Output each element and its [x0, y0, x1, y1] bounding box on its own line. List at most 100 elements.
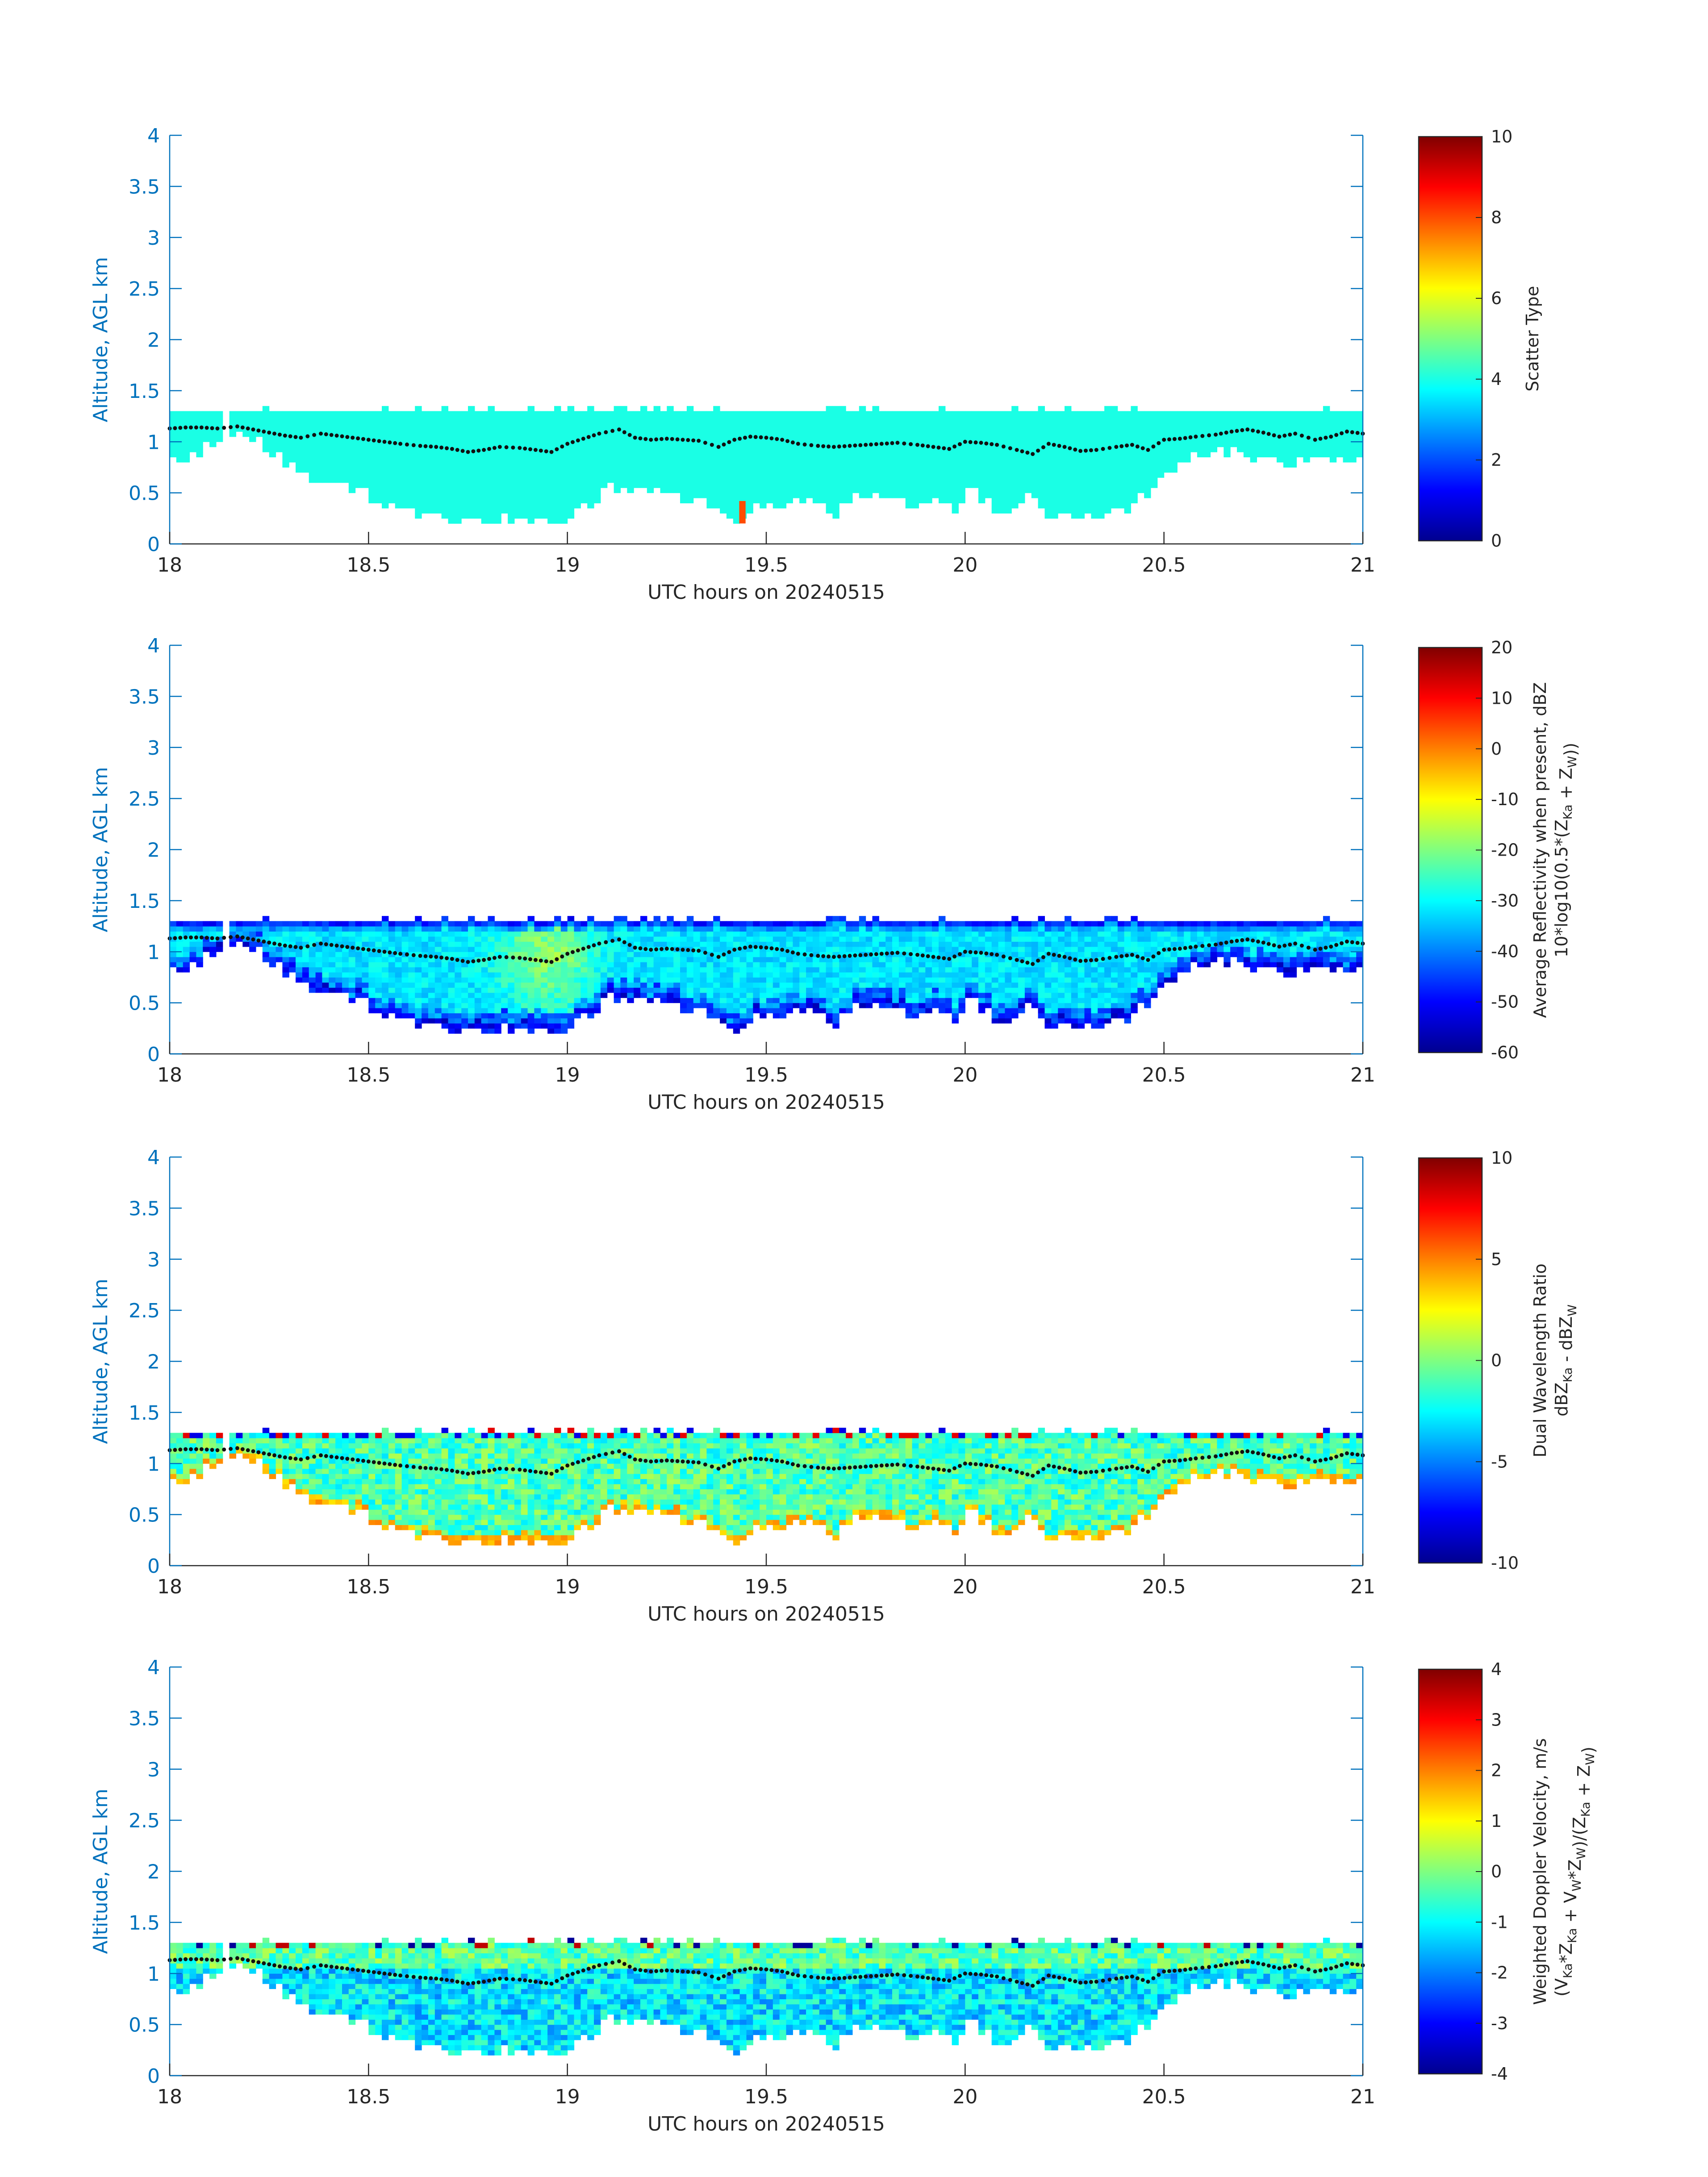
- heatmap-cell: [686, 982, 694, 988]
- heatmap-cell: [580, 462, 588, 468]
- heatmap-cell: [846, 1003, 853, 1008]
- heatmap-cell: [1018, 467, 1025, 473]
- heatmap-cell: [1197, 416, 1204, 422]
- heatmap-cell: [1051, 477, 1058, 483]
- heatmap-cell: [1091, 452, 1098, 458]
- heatmap-cell: [401, 921, 409, 927]
- heatmap-cell: [408, 488, 415, 493]
- heatmap-cell: [1184, 452, 1191, 458]
- heatmap-cell: [494, 472, 501, 478]
- heatmap-cell: [1098, 467, 1105, 473]
- heatmap-cell: [653, 977, 660, 983]
- heatmap-cell: [1038, 498, 1045, 504]
- heatmap-cell: [673, 936, 681, 942]
- heatmap-cell: [594, 477, 601, 483]
- heatmap-cell: [289, 962, 296, 968]
- heatmap-cell: [1250, 431, 1257, 437]
- heatmap-cell: [1277, 421, 1284, 427]
- heatmap-cell: [594, 946, 601, 952]
- heatmap-cell: [1111, 493, 1118, 498]
- heatmap-cell: [560, 462, 568, 468]
- heatmap-cell: [879, 477, 886, 483]
- heatmap-cell: [1190, 411, 1198, 417]
- heatmap-cell: [1217, 416, 1224, 422]
- heatmap-cell: [335, 467, 342, 473]
- heatmap-cell: [455, 411, 462, 417]
- heatmap-cell: [667, 482, 674, 488]
- heatmap-cell: [1356, 416, 1363, 422]
- heatmap-cell: [468, 513, 475, 519]
- heatmap-cell: [1024, 411, 1032, 417]
- heatmap-cell: [706, 931, 714, 937]
- heatmap-cell: [474, 477, 482, 483]
- heatmap-cell: [547, 411, 555, 417]
- heatmap-cell: [422, 472, 429, 478]
- heatmap-cell: [693, 987, 701, 993]
- heatmap-cell: [382, 921, 389, 927]
- heatmap-cell: [580, 447, 588, 452]
- heatmap-cell: [614, 998, 621, 1003]
- heatmap-cell: [514, 436, 522, 442]
- heatmap-cell: [885, 992, 893, 998]
- heatmap-cell: [925, 452, 932, 458]
- heatmap-cell: [819, 467, 827, 473]
- heatmap-cell: [322, 982, 329, 988]
- heatmap-cell: [872, 452, 879, 458]
- heatmap-cell: [706, 452, 714, 458]
- heatmap-cell: [852, 921, 860, 927]
- heatmap-cell: [362, 926, 369, 932]
- heatmap-cell: [713, 426, 720, 432]
- heatmap-cell: [422, 431, 429, 437]
- heatmap-cell: [852, 931, 860, 937]
- heatmap-cell: [746, 482, 753, 488]
- heatmap-cell: [1038, 462, 1045, 468]
- heatmap-cell: [428, 982, 435, 988]
- heatmap-cell: [322, 416, 329, 422]
- heatmap-cell: [408, 926, 415, 932]
- heatmap-cell: [693, 442, 701, 447]
- heatmap-cell: [1038, 421, 1045, 427]
- heatmap-cell: [607, 931, 614, 937]
- heatmap-cell: [667, 916, 674, 922]
- heatmap-cell: [839, 406, 846, 412]
- heatmap-cell: [739, 467, 747, 473]
- heatmap-cell: [753, 416, 760, 422]
- heatmap-cell: [501, 946, 508, 952]
- heatmap-cell: [428, 931, 435, 937]
- heatmap-cell: [939, 467, 946, 473]
- heatmap-cell: [494, 926, 501, 932]
- heatmap-cell: [362, 931, 369, 937]
- heatmap-cell: [422, 508, 429, 514]
- heatmap-cell: [262, 926, 270, 932]
- heatmap-cell: [408, 946, 415, 952]
- heatmap-cell: [673, 941, 681, 947]
- heatmap-cell: [700, 416, 707, 422]
- heatmap-cell: [892, 436, 899, 442]
- heatmap-cell: [242, 921, 250, 927]
- cloud-base-dot: [1299, 434, 1304, 438]
- heatmap-cell: [912, 998, 919, 1003]
- heatmap-cell: [779, 982, 787, 988]
- heatmap-cell: [753, 482, 760, 488]
- heatmap-cell: [706, 1013, 714, 1019]
- heatmap-cell: [726, 426, 734, 432]
- heatmap-cell: [614, 482, 621, 488]
- heatmap-cell: [667, 462, 674, 468]
- heatmap-cell: [1164, 416, 1171, 422]
- heatmap-cell: [620, 467, 627, 473]
- heatmap-cell: [1098, 426, 1105, 432]
- heatmap-cell: [1018, 488, 1025, 493]
- heatmap-cell: [673, 998, 681, 1003]
- heatmap-cell: [846, 992, 853, 998]
- heatmap-cell: [786, 472, 793, 478]
- heatmap-cell: [1005, 436, 1012, 442]
- heatmap-cell: [925, 467, 932, 473]
- heatmap-cell: [898, 472, 906, 478]
- heatmap-cell: [1316, 416, 1324, 422]
- heatmap-cell: [1104, 426, 1111, 432]
- heatmap-cell: [329, 962, 336, 968]
- heatmap-cell: [395, 493, 402, 498]
- heatmap-cell: [812, 962, 820, 968]
- heatmap-cell: [1051, 457, 1058, 463]
- heatmap-cell: [1051, 436, 1058, 442]
